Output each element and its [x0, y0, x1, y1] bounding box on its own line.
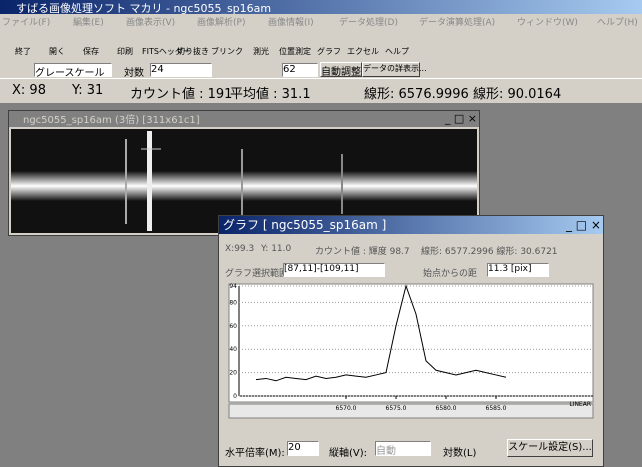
status-x: X: 98	[12, 83, 46, 98]
page: すばる画像処理ソフト マカリ - ngc5055_sp16am ファイル(F) 編…	[0, 0, 642, 461]
menu-item[interactable]: 画像解析(P)	[197, 15, 245, 28]
distance-field: 11.3 [pix]	[487, 263, 549, 277]
menu-item[interactable]: ウィンドウ(W)	[517, 15, 578, 28]
toolbar-button[interactable]: 印刷	[108, 46, 142, 57]
menu-item[interactable]: 画像情報(I)	[268, 15, 314, 28]
graph-info: X:99.3 Y: 11.0 カウント値 : 輝度 98.7 線形: 6577.299…	[225, 244, 595, 258]
menu-item[interactable]: ヘルプ(H)	[597, 15, 638, 28]
min-field[interactable]: 24	[150, 63, 212, 77]
status-bar: X: 98 Y: 31 カウント値 : 191 平均値 : 31.1 線形: 6…	[0, 78, 642, 103]
status-mean: 平均値 : 31.1	[230, 83, 311, 102]
x-tick-label: 6580.0	[436, 405, 457, 412]
y-tick-label: 94	[229, 283, 237, 290]
graph-title: グラフ [ ngc5055_sp16am ]	[219, 216, 603, 234]
info-item: Y: 11.0	[261, 244, 291, 254]
menu-item[interactable]: 画像表示(V)	[126, 15, 175, 28]
log-check[interactable]: 対数(L)	[443, 444, 476, 459]
detail-button[interactable]: データの詳表示...	[362, 62, 420, 77]
window-buttons[interactable]: _ □ ×	[445, 112, 477, 125]
auto-button[interactable]: 自動調整	[320, 62, 362, 77]
desktop: すばる画像処理ソフト マカリ - ngc5055_sp16am ファイル(F) 編…	[0, 0, 642, 461]
status-linear: 線形: 6576.9996 線形: 90.0164	[364, 83, 561, 102]
scale-button[interactable]: スケール設定(S)...	[507, 439, 593, 457]
y-tick-label: 0	[233, 393, 237, 400]
toolbar-button[interactable]: ブリンク	[210, 46, 244, 57]
y-tick-label: 20	[229, 370, 237, 377]
toolbar2: グレースケール 対数 24 62 自動調整 データの詳表示...	[0, 62, 642, 78]
toolbar-button[interactable]: FITSヘッダー	[142, 46, 176, 57]
toolbar-button[interactable]: ヘルプ	[380, 46, 414, 57]
zoom-label: 水平倍率(M):	[225, 444, 285, 459]
info-item: カウント値 : 輝度 98.7	[315, 244, 410, 257]
image-title: ngc5055_sp16am (3倍) [311x61c1]	[9, 111, 479, 127]
range-label: グラフ選択範囲	[225, 266, 288, 279]
menu-item[interactable]: データ処理(D)	[339, 15, 398, 28]
info-item: X:99.3	[225, 244, 254, 254]
toolbar-button[interactable]: 保存	[74, 46, 108, 57]
toolbar-button[interactable]: エクセル	[346, 46, 380, 57]
toolbar-button[interactable]: 切り抜き	[176, 46, 210, 57]
log-check[interactable]: 対数	[124, 64, 144, 79]
axis-label: 縦軸(V):	[329, 444, 367, 459]
y-tick-label: 60	[229, 323, 237, 330]
toolbar-button[interactable]: 終了	[6, 46, 40, 57]
toolbar-button[interactable]: 位置測定	[278, 46, 312, 57]
x-tick-label: 6570.0	[336, 405, 357, 412]
toolbar-button[interactable]: 測光	[244, 46, 278, 57]
menu-item[interactable]: データ演算処理(A)	[419, 15, 495, 28]
zoom-field[interactable]: 20	[287, 441, 319, 456]
info-item: 線形: 6577.2996 線形: 30.6721	[421, 244, 558, 257]
menu-bar: ファイル(F) 編集(E) 画像表示(V) 画像解析(P) 画像情報(I) データ処理(D…	[0, 14, 642, 28]
toolbar-button[interactable]: 開く	[40, 46, 74, 57]
app-title: すばる画像処理ソフト マカリ - ngc5055_sp16am	[0, 0, 642, 14]
axis-select[interactable]: 自動	[375, 441, 431, 456]
graph-window: グラフ [ ngc5055_sp16am ] _ □ × X:99.3 Y: 11…	[218, 215, 604, 467]
distance-label: 始点からの距	[423, 266, 477, 279]
menu-item[interactable]: ファイル(F)	[2, 15, 50, 28]
window-buttons[interactable]: _ □ ×	[566, 218, 601, 232]
y-tick-label: 40	[229, 346, 237, 353]
y-tick-label: 80	[229, 299, 237, 306]
status-y: Y: 31	[72, 83, 103, 98]
x-tick-label: 6575.0	[386, 405, 407, 412]
status-count: カウント値 : 191	[130, 83, 232, 102]
x-tick-label: 6585.0	[486, 405, 507, 412]
scale-label: LINEAR	[569, 401, 591, 408]
toolbar-button[interactable]: グラフ	[312, 46, 346, 57]
max-field[interactable]: 62	[282, 63, 318, 77]
menu-item[interactable]: 編集(E)	[73, 15, 104, 28]
graph-plot: 0 20 40 60 80 94 6570.0 6575.0 6580.0 6585.0 LINEA…	[227, 282, 595, 434]
range-field: [87,11]-[109,11]	[283, 263, 385, 277]
mode-select[interactable]: グレースケール	[34, 63, 112, 77]
